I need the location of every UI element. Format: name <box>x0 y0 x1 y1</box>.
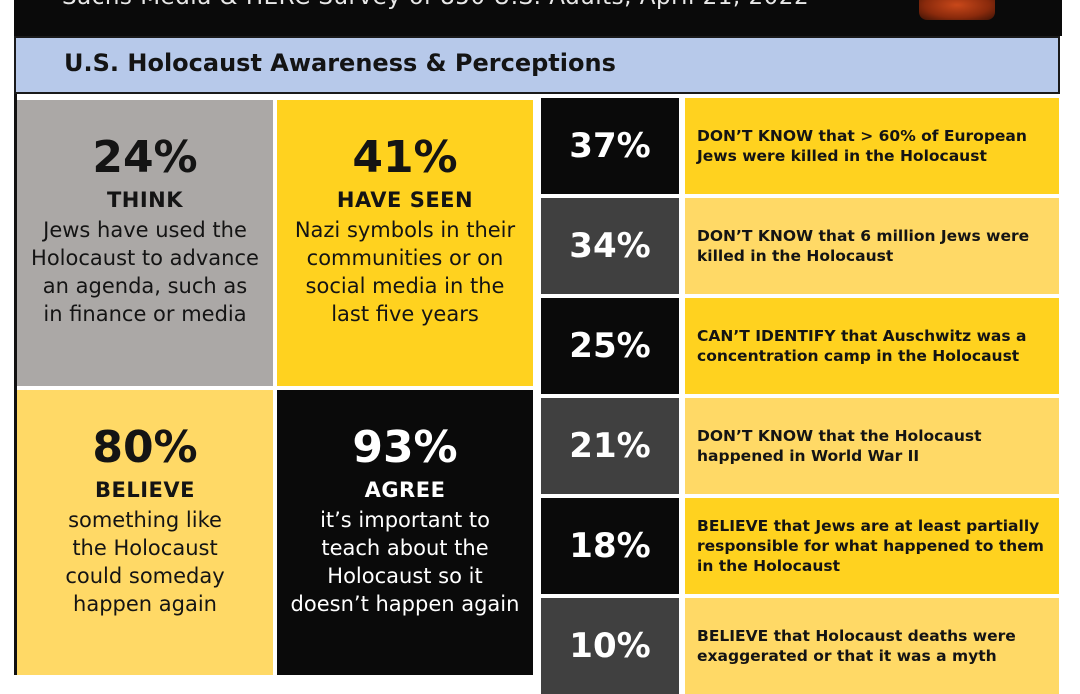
block-description: Jews have used the Holocaust to advance … <box>31 218 259 326</box>
stat-block-have-seen: 41% HAVE SEEN Nazi symbols in their comm… <box>277 100 533 386</box>
survey-subtitle: Sachs Media & HERC Survey of 850 U.S. Ad… <box>62 0 809 10</box>
block-percentage: 24% <box>92 132 198 183</box>
block-verb: AGREE <box>364 478 446 502</box>
block-verb: HAVE SEEN <box>336 188 474 212</box>
stat-row: 21% DON’T KNOW that the Holocaust happene… <box>541 398 1059 494</box>
block-percentage: 41% <box>352 132 458 183</box>
stat-row-text: BELIEVE that Jews are at least partially… <box>685 498 1059 594</box>
stat-row-percentage: 34% <box>541 198 679 294</box>
stat-row-percentage: 10% <box>541 598 679 694</box>
stat-row: 18% BELIEVE that Jews are at least partia… <box>541 498 1059 594</box>
title-bar: U.S. Holocaust Awareness & Perceptions <box>14 36 1060 94</box>
stat-row: 37% DON’T KNOW that > 60% of European Jew… <box>541 98 1059 194</box>
stat-row-percentage: 37% <box>541 98 679 194</box>
stat-row: 10% BELIEVE that Holocaust deaths were ex… <box>541 598 1059 694</box>
stat-row-percentage: 21% <box>541 398 679 494</box>
infographic-grid: 24% THINK Jews have used the Holocaust t… <box>14 94 1062 694</box>
stat-row-percentage: 18% <box>541 498 679 594</box>
stat-block-think: 24% THINK Jews have used the Holocaust t… <box>17 100 273 386</box>
header-image <box>919 0 995 20</box>
stat-row-text: CAN’T IDENTIFY that Auschwitz was a conc… <box>685 298 1059 394</box>
stat-row-text: DON’T KNOW that the Holocaust happened i… <box>685 398 1059 494</box>
block-percentage: 93% <box>352 422 458 473</box>
top-band: Sachs Media & HERC Survey of 850 U.S. Ad… <box>14 0 1062 36</box>
page-title: U.S. Holocaust Awareness & Perceptions <box>64 49 616 77</box>
stat-row-percentage: 25% <box>541 298 679 394</box>
block-verb: THINK <box>106 188 184 212</box>
block-verb: BELIEVE <box>95 478 195 502</box>
stat-row: 25% CAN’T IDENTIFY that Auschwitz was a c… <box>541 298 1059 394</box>
stat-row-text: BELIEVE that Holocaust deaths were exagg… <box>685 598 1059 694</box>
stat-row: 34% DON’T KNOW that 6 million Jews were k… <box>541 198 1059 294</box>
stat-block-agree: 93% AGREE it’s important to teach about … <box>277 390 533 675</box>
stat-row-text: DON’T KNOW that > 60% of European Jews w… <box>685 98 1059 194</box>
block-percentage: 80% <box>92 422 198 473</box>
block-description: something like the Holocaust could somed… <box>65 508 225 616</box>
stat-row-text: DON’T KNOW that 6 million Jews were kill… <box>685 198 1059 294</box>
block-description: Nazi symbols in their communities or on … <box>294 218 516 326</box>
stat-block-believe: 80% BELIEVE something like the Holocaust… <box>17 390 273 675</box>
block-description: it’s important to teach about the Holoca… <box>290 508 520 616</box>
